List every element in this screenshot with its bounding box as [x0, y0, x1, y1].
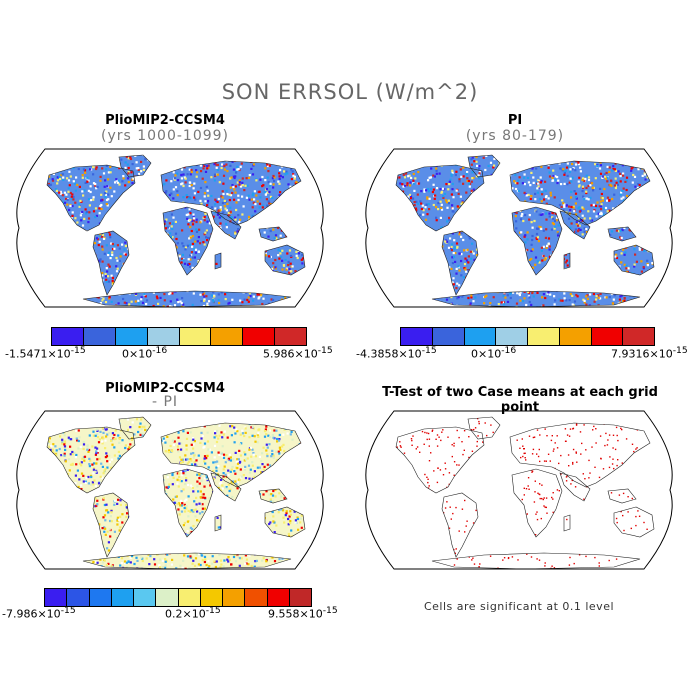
colorbar-panel3 — [44, 588, 312, 607]
cb2-max-label: 7.9316×10-15 — [611, 345, 688, 361]
cb2-swatch-7 — [623, 328, 654, 345]
cb2-mid-label: 0×10-16 — [471, 345, 517, 361]
cb3-max-label: 9.558×10-15 — [268, 605, 338, 621]
landmass-2 — [442, 493, 478, 557]
panel2-title: PI — [507, 113, 523, 128]
landmass-8 — [215, 253, 221, 269]
cb3-swatch-7 — [200, 589, 223, 606]
cb2-swatch-6 — [591, 328, 624, 345]
cb1-swatch-2 — [115, 328, 148, 345]
cb1-swatch-1 — [83, 328, 116, 345]
cb3-swatch-5 — [156, 589, 179, 606]
coastlines — [395, 416, 655, 570]
panel1-title: PlioMIP2-CCSM4 — [105, 113, 225, 128]
colorbar-panel1 — [51, 327, 307, 346]
panel3-title: PlioMIP2-CCSM4 — [105, 381, 225, 396]
landmass-4 — [510, 161, 650, 225]
coastlines — [46, 416, 306, 570]
coastlines — [46, 154, 306, 308]
significance-note: Cells are significant at 0.1 level — [423, 600, 615, 613]
cb3-swatch-6 — [178, 589, 201, 606]
cb1-swatch-6 — [243, 328, 276, 345]
cb2-swatch-3 — [496, 328, 528, 345]
landmass-8 — [564, 515, 570, 531]
map-panel3 — [16, 410, 324, 570]
cb1-max-label: 5.986×10-15 — [263, 345, 333, 361]
cb3-swatch-9 — [245, 589, 268, 606]
landmass-0 — [396, 427, 484, 493]
cb1-swatch-5 — [211, 328, 244, 345]
landmass-3 — [512, 469, 562, 537]
cb2-swatch-4 — [528, 328, 560, 345]
main-title: SON ERRSOL (W/m^2) — [221, 80, 479, 104]
map-outline — [365, 148, 673, 308]
landmass-3 — [163, 469, 213, 537]
landmass-4 — [510, 423, 650, 487]
cb1-min-label: -1.5471×10-15 — [5, 345, 86, 361]
cb3-swatch-0 — [45, 589, 68, 606]
cb3-mid-label: 0.2×10-15 — [165, 605, 221, 621]
panel1-subtitle: (yrs 1000-1099) — [100, 128, 230, 144]
cb2-min-label: -4.3858×10-15 — [356, 345, 437, 361]
cb3-swatch-10 — [267, 589, 290, 606]
landmass-3 — [163, 207, 213, 275]
map-outline — [365, 410, 673, 570]
colorbar-panel2 — [400, 327, 655, 346]
cb1-swatch-0 — [52, 328, 84, 345]
panel3-subtitle: - PI — [151, 394, 179, 410]
cb2-swatch-0 — [401, 328, 433, 345]
cb3-swatch-11 — [289, 589, 311, 606]
cb3-swatch-1 — [67, 589, 90, 606]
landmass-6 — [608, 489, 636, 503]
map-panel1 — [16, 148, 324, 308]
cb3-swatch-4 — [134, 589, 157, 606]
map-outline — [16, 410, 324, 570]
map-panel4 — [365, 410, 673, 570]
cb1-swatch-4 — [179, 328, 212, 345]
cb3-swatch-8 — [223, 589, 246, 606]
cb3-min-label: -7.986×10-15 — [2, 605, 76, 621]
coastlines — [395, 154, 655, 308]
landmass-6 — [259, 227, 287, 241]
cb3-swatch-2 — [89, 589, 112, 606]
landmass-7 — [614, 507, 654, 537]
cb1-swatch-3 — [147, 328, 180, 345]
landmass-3 — [512, 207, 562, 275]
cb1-mid-label: 0×10-16 — [122, 345, 168, 361]
landmass-1 — [119, 155, 151, 177]
panel2-subtitle: (yrs 80-179) — [465, 128, 565, 144]
landmass-1 — [468, 155, 500, 177]
map-panel2 — [365, 148, 673, 308]
landmass-2 — [93, 493, 129, 557]
landmass-5 — [560, 211, 590, 239]
land-fill — [396, 417, 654, 569]
cb1-swatch-7 — [275, 328, 306, 345]
cb2-swatch-5 — [559, 328, 592, 345]
cb2-swatch-2 — [464, 328, 497, 345]
landmass-1 — [468, 417, 500, 439]
cb2-swatch-1 — [432, 328, 465, 345]
map-outline — [16, 148, 324, 308]
landmass-9 — [432, 553, 640, 569]
cb3-swatch-3 — [111, 589, 134, 606]
land-fill — [47, 417, 305, 569]
